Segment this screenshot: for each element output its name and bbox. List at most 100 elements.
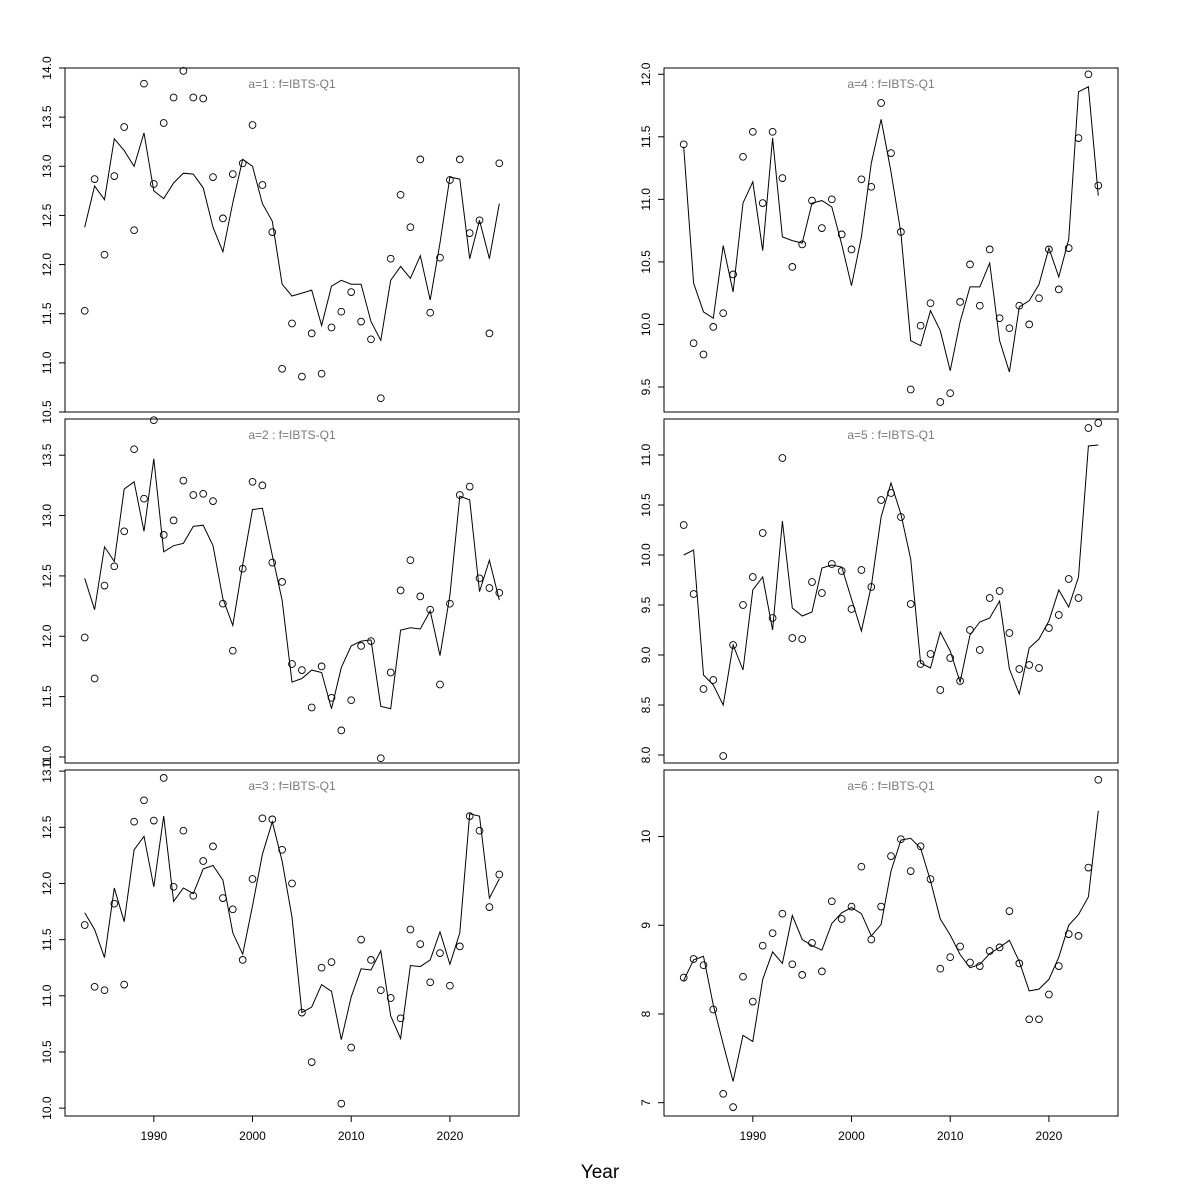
observed-point: [199, 489, 208, 498]
observed-point: [140, 79, 148, 88]
observed-point: [936, 964, 945, 973]
observed-point: [857, 566, 866, 574]
observed-point: [1084, 70, 1093, 79]
y-tick-label: 12.0: [40, 624, 54, 648]
fitted-line: [683, 444, 1099, 707]
observed-point: [130, 445, 138, 454]
y-tick-label: 8: [639, 1010, 653, 1017]
observed-point: [307, 703, 316, 712]
observed-point: [827, 560, 836, 568]
observed-point: [719, 1089, 728, 1098]
observed-point: [1054, 962, 1063, 970]
observed-point: [130, 817, 138, 826]
y-tick-label: 10.5: [40, 400, 54, 424]
observed-point: [228, 905, 237, 914]
plot-frame: [663, 67, 1119, 413]
observed-point: [288, 879, 296, 888]
panel-6: a=6 : f=IBTS-Q1 7 8 9 10 1990 2000 2010 2020: [639, 769, 1119, 1143]
observed-point: [465, 229, 474, 237]
y-tick-label: 10.5: [40, 1040, 54, 1064]
observed-point: [159, 774, 168, 782]
y-tick-label: 11.0: [40, 351, 54, 374]
observed-point: [788, 960, 797, 969]
y-tick-label: 12.0: [40, 871, 54, 895]
observed-point: [347, 288, 356, 296]
observed-point: [748, 997, 757, 1006]
observed-point: [337, 307, 346, 316]
x-tick-label: 2000: [239, 1129, 266, 1143]
observed-point: [396, 190, 405, 199]
y-tick-label: 14.0: [40, 56, 54, 80]
y-tick-label: 12.5: [40, 203, 54, 227]
observed-point: [396, 1014, 405, 1023]
observed-point: [1064, 244, 1073, 252]
observed-point: [416, 155, 425, 164]
observed-point: [219, 214, 227, 223]
observed-point: [1005, 907, 1014, 915]
observed-point: [406, 556, 415, 565]
observed-point: [985, 594, 994, 602]
observed-point: [1074, 134, 1083, 142]
observed-point: [436, 253, 444, 262]
panel-title: a=5 : f=IBTS-Q1: [847, 428, 935, 442]
y-tick-label: 12.5: [40, 815, 54, 839]
observed-point: [485, 584, 494, 592]
y-tick-label: 13.0: [40, 504, 54, 528]
observed-point: [80, 921, 89, 929]
observed-point: [149, 416, 158, 425]
observed-point: [956, 942, 964, 951]
observed-point: [818, 589, 826, 597]
observed-point: [1045, 990, 1053, 999]
observed-point: [778, 454, 787, 462]
observed-point: [110, 172, 119, 180]
y-tick-label: 11.5: [40, 928, 54, 951]
observed-point: [699, 350, 708, 359]
observed-point: [709, 676, 718, 684]
y-tick-label: 9.0: [639, 646, 653, 663]
observed-point: [298, 372, 306, 381]
observed-point: [406, 223, 415, 232]
observed-point: [327, 958, 336, 966]
observed-point: [808, 578, 816, 586]
x-tick-label: 2020: [437, 1129, 464, 1143]
observed-point: [120, 980, 129, 989]
observed-point: [317, 963, 326, 972]
observed-point: [699, 961, 708, 970]
panel-title: a=6 : f=IBTS-Q1: [847, 779, 935, 793]
observed-point: [729, 641, 737, 649]
observed-point: [1094, 181, 1103, 190]
y-tick-label: 10.5: [639, 250, 653, 274]
y-tick-label: 13.5: [40, 105, 54, 129]
observed-point: [485, 329, 494, 338]
fitted-line: [683, 810, 1099, 1082]
observed-point: [719, 309, 728, 318]
observed-point: [436, 949, 444, 957]
observed-point: [258, 814, 267, 823]
panel-1: a=1 : f=IBTS-Q1 10.5 11.0 11.5 12.0 12.5 13.0 1…: [40, 56, 520, 424]
observed-point: [1025, 661, 1034, 669]
observed-point: [887, 149, 895, 157]
y-tick-label: 8.0: [639, 746, 653, 763]
observed-point: [100, 250, 109, 259]
y-tick-label: 10.0: [639, 543, 653, 567]
observed-point: [877, 496, 885, 504]
y-tick-label: 13.0: [40, 154, 54, 178]
observed-point: [209, 842, 217, 851]
observed-point: [679, 973, 688, 982]
observed-point: [465, 482, 474, 491]
observed-point: [679, 521, 688, 529]
observed-point: [768, 614, 777, 622]
observed-point: [179, 826, 188, 835]
fitted-line: [84, 132, 500, 342]
observed-point: [837, 915, 846, 923]
observed-point: [199, 857, 208, 865]
observed-point: [179, 476, 188, 485]
panel-4: a=4 : f=IBTS-Q1 9.5 10.0 10.5 11.0 11.5 12.0: [639, 62, 1119, 413]
observed-point: [739, 152, 747, 161]
observed-point: [347, 696, 356, 705]
observed-point: [1015, 665, 1024, 673]
observed-point: [1094, 419, 1103, 427]
observed-point: [837, 230, 846, 239]
observed-point: [110, 562, 119, 571]
observed-point: [857, 175, 866, 184]
